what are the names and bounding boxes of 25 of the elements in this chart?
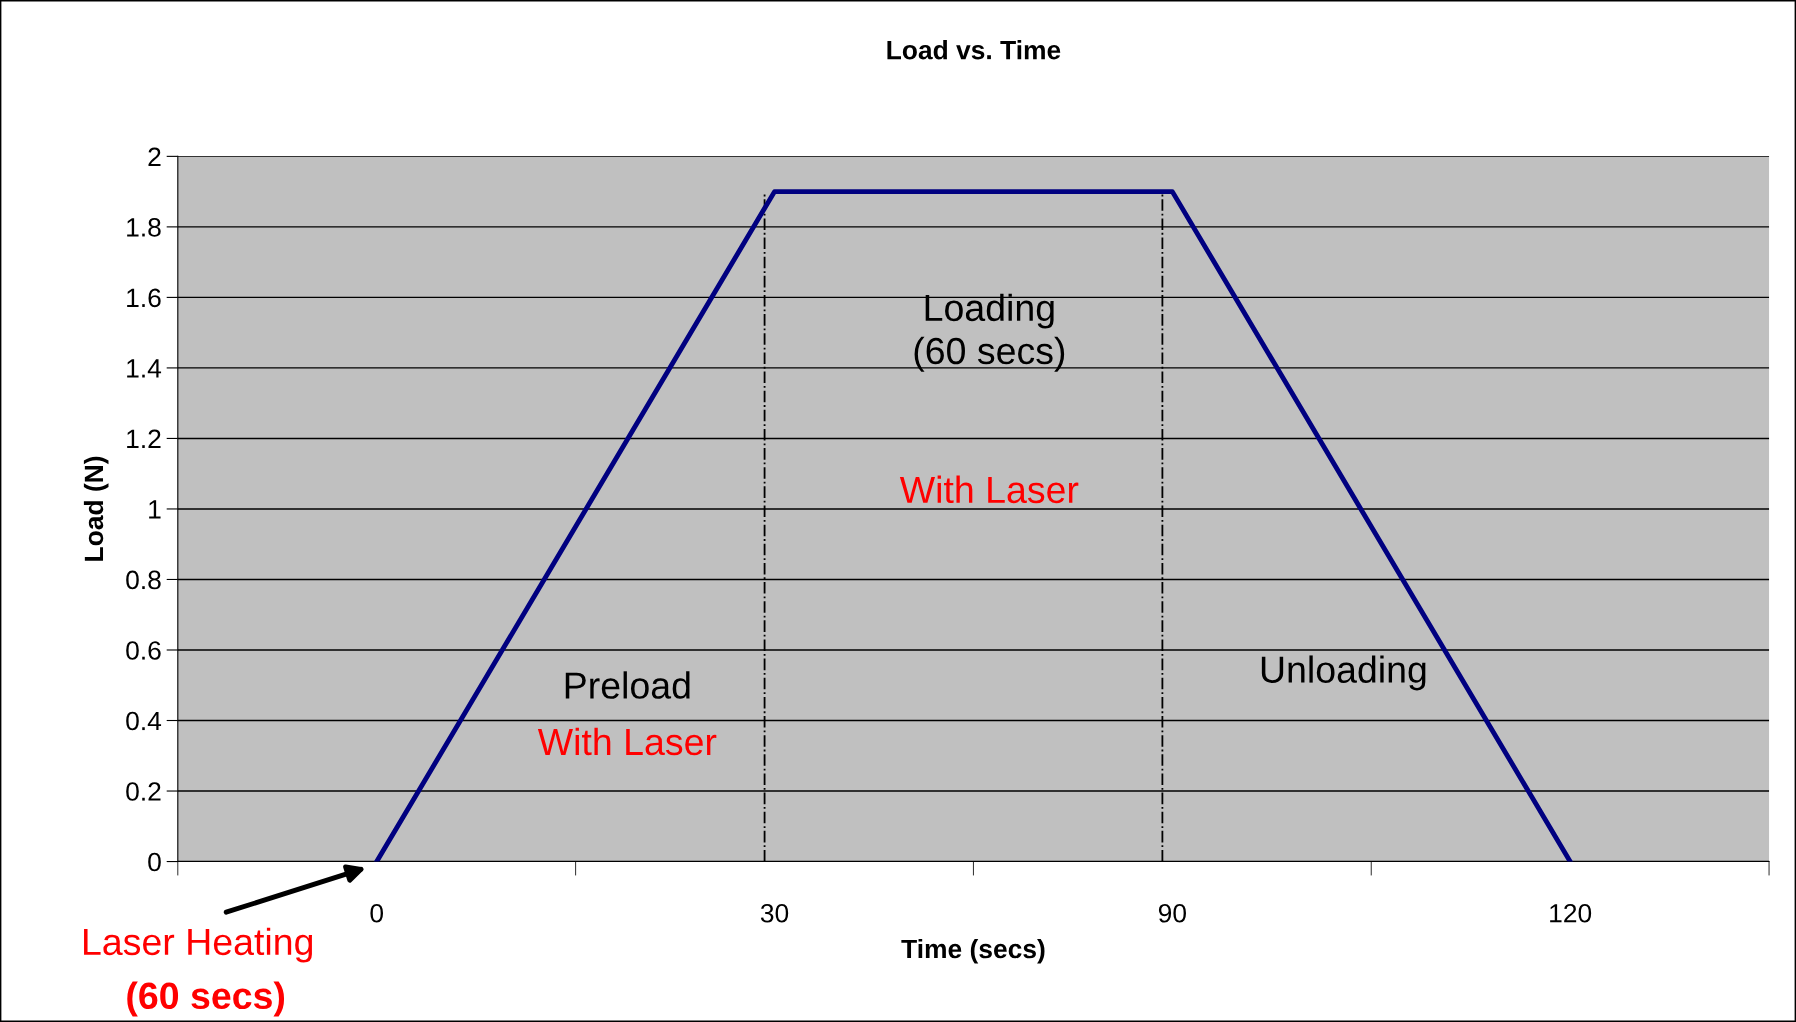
- y-tick-label: 1.2: [127, 429, 161, 448]
- y-tick-label: 0.2: [126, 782, 161, 801]
- y-tick-label: 0.8: [126, 570, 161, 590]
- y-tick-label: 2: [148, 147, 161, 166]
- y-tick-label: 1.6: [127, 288, 161, 308]
- text: (60 secs): [127, 981, 285, 1017]
- y-tick-label: 0.6: [126, 641, 161, 660]
- chart-title: Load vs. Time: [887, 40, 1061, 60]
- annotation: Loading (60 secs): [914, 293, 1065, 372]
- annotation: Laser Heating: [84, 927, 313, 963]
- x-tick-label: 0: [370, 903, 384, 923]
- annotation: Preload: [565, 671, 690, 699]
- y-tick-label: 1.4: [127, 359, 162, 378]
- x-tick-label: 120: [1550, 903, 1592, 923]
- x-axis-title: Time (secs): [901, 938, 1045, 964]
- x-tick-label: 30: [760, 903, 789, 923]
- y-tick-label: 0.4: [126, 711, 162, 731]
- annotation: Unloading: [1261, 655, 1426, 691]
- y-tick-label: 0: [148, 852, 161, 872]
- annotation: With Laser: [899, 475, 1079, 504]
- y-tick-label: 1: [149, 500, 161, 519]
- annotation: With Laser: [537, 727, 717, 756]
- y-axis-title: Load (N): [83, 456, 109, 561]
- x-tick-label: 90: [1158, 903, 1186, 923]
- y-tick-label: 1.8: [127, 218, 161, 237]
